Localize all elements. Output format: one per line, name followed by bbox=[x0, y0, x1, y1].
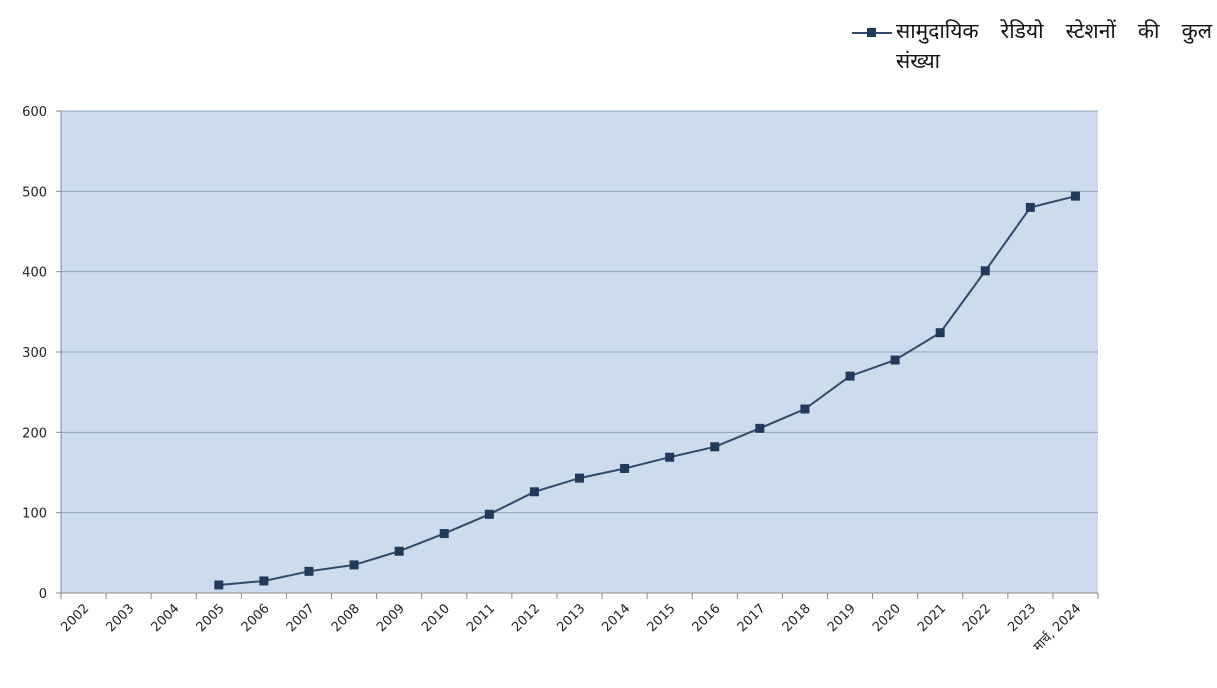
x-axis-tick-label: 2021 bbox=[915, 601, 949, 635]
x-axis-tick-label: 2006 bbox=[239, 601, 273, 635]
x-axis-tick-labels: 2002 2003 2004 2005 2006 2007 2008 2009 2010 2011… bbox=[58, 601, 1084, 655]
x-axis-tick-label: 2014 bbox=[599, 601, 633, 635]
data-point bbox=[890, 355, 900, 365]
x-axis-tick-label: 2009 bbox=[374, 601, 408, 635]
data-point bbox=[845, 371, 855, 381]
x-axis-tick-label: 2018 bbox=[780, 601, 814, 635]
data-point bbox=[259, 576, 269, 586]
gridlines bbox=[61, 110, 1098, 514]
legend-label-line2: संख्या bbox=[896, 49, 941, 73]
data-point bbox=[710, 442, 720, 452]
x-axis-tick-label: 2019 bbox=[825, 601, 859, 635]
y-axis-tick-labels: 0 100 200 300 400 500 600 bbox=[22, 105, 47, 602]
data-point bbox=[620, 463, 630, 473]
x-axis-tick-label: 2023 bbox=[1005, 601, 1039, 635]
y-axis-tick-label: 100 bbox=[22, 507, 47, 522]
data-point bbox=[665, 452, 675, 462]
data-point bbox=[800, 404, 810, 414]
x-axis-tick-label: 2007 bbox=[284, 601, 318, 635]
x-axis-tick-label: मार्च, 2024 bbox=[1030, 601, 1084, 655]
data-series bbox=[214, 191, 1080, 590]
y-axis-tick-label: 300 bbox=[22, 346, 47, 361]
data-point bbox=[484, 509, 494, 519]
data-point bbox=[214, 580, 224, 590]
y-axis-tick-label: 200 bbox=[22, 426, 47, 441]
data-point bbox=[394, 546, 404, 556]
x-axis-tick-label: 2010 bbox=[419, 601, 453, 635]
data-point bbox=[575, 473, 584, 483]
y-axis-tick-label: 600 bbox=[22, 105, 47, 120]
x-axis-tick-label: 2005 bbox=[194, 601, 228, 635]
x-axis-tick-label: 2022 bbox=[960, 601, 994, 635]
x-axis-tick-label: 2017 bbox=[735, 601, 769, 635]
x-axis-tick-label: 2003 bbox=[103, 601, 137, 635]
x-axis-tick-label: 2015 bbox=[644, 601, 678, 635]
legend-square-marker-icon bbox=[867, 28, 876, 37]
x-axis-tick-label: 2008 bbox=[329, 601, 363, 635]
data-point bbox=[1025, 202, 1035, 212]
data-point bbox=[980, 266, 990, 276]
y-axis-tick-label: 500 bbox=[22, 185, 47, 200]
y-axis-tick-label: 400 bbox=[22, 266, 47, 281]
legend: सामुदायिक रेडियो स्टेशनों की कुल संख्या bbox=[852, 12, 1212, 82]
x-axis-tick-label: 2016 bbox=[690, 601, 724, 635]
data-point bbox=[349, 560, 359, 570]
x-axis-tick-label: 2012 bbox=[509, 601, 543, 635]
x-axis-tick-label: 2004 bbox=[149, 601, 183, 635]
axes bbox=[56, 110, 1099, 599]
x-axis-tick-label: 2013 bbox=[554, 601, 588, 635]
data-point bbox=[755, 423, 765, 433]
y-axis-tick-label: 0 bbox=[39, 587, 47, 602]
series-line bbox=[218, 195, 1076, 586]
x-axis-tick-label: 2020 bbox=[870, 601, 904, 635]
x-axis-tick-label: 2002 bbox=[58, 601, 92, 635]
data-point bbox=[1070, 191, 1080, 201]
data-point bbox=[439, 529, 449, 539]
data-point bbox=[529, 487, 539, 497]
x-axis-tick-label: 2011 bbox=[464, 601, 498, 635]
data-point bbox=[304, 566, 314, 576]
data-point bbox=[935, 328, 945, 338]
legend-label: सामुदायिक रेडियो स्टेशनों की कुल संख्या bbox=[896, 16, 1212, 76]
legend-label-line1: सामुदायिक रेडियो स्टेशनों की कुल bbox=[896, 19, 1212, 43]
